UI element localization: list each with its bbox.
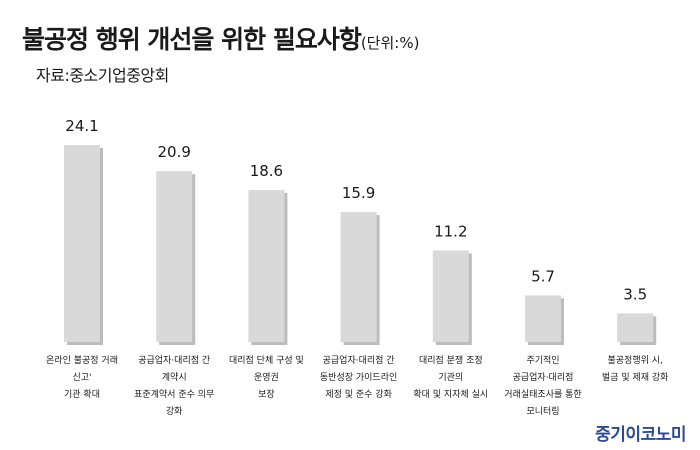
bar-value-label: 24.1	[65, 117, 98, 135]
bar-value-label: 3.5	[623, 285, 647, 303]
bar-value-label: 18.6	[250, 162, 283, 180]
category-label: 대리점 단체 구성 및	[229, 354, 304, 366]
category-label: 불공정행위 시,	[607, 354, 662, 366]
category-label: 기관 확대	[64, 388, 100, 400]
category-label: 공급업자·대리점 간	[138, 354, 210, 366]
category-label: 표준계약서 준수 의무	[134, 388, 214, 400]
bar	[248, 189, 285, 342]
chart-title-block: 불공정 행위 개선을 위한 필요사항(단위:%)	[22, 20, 419, 56]
category-label: 공급업자·대리점 간	[323, 354, 395, 366]
bar	[340, 212, 377, 342]
bar	[525, 295, 561, 342]
bar-value-label: 20.9	[157, 143, 190, 161]
category-label: 확대 및 지자체 실시	[413, 388, 488, 400]
chart-title: 불공정 행위 개선을 위한 필요사항	[22, 25, 362, 54]
category-label: 기관의	[438, 372, 463, 383]
bar-value-label: 5.7	[531, 267, 555, 285]
category-label: 대리점 분쟁 조정	[419, 354, 483, 366]
brand-logo-text: 중기이코노미	[595, 425, 686, 445]
category-label: 운영권	[254, 371, 279, 383]
category-label: 강화	[166, 406, 183, 417]
chart-source: 자료:중소기업중앙회	[36, 66, 169, 85]
category-label: 계약시	[162, 371, 187, 383]
category-label: 온라인 불공정 거래	[46, 355, 118, 366]
bar-value-label: 15.9	[342, 184, 375, 202]
category-label: 벌금 및 제재 강화	[602, 371, 669, 383]
category-label: 모니터링	[526, 405, 559, 417]
bar	[432, 250, 469, 342]
category-label: 주기적인	[526, 354, 559, 366]
chart-unit: (단위:%)	[360, 34, 420, 52]
bar	[156, 171, 193, 342]
bar-value-label: 11.2	[434, 222, 467, 240]
category-label: 동반성장 가이드라인	[320, 372, 397, 383]
category-label: 공급업자·대리점	[513, 371, 574, 383]
category-label: 제정 및 준수 강화	[325, 388, 392, 400]
bar	[617, 313, 654, 342]
category-label: 거래실태조사를 통한	[504, 389, 581, 400]
category-label: 보장	[258, 389, 275, 400]
bar	[64, 145, 100, 342]
category-label: 신고'	[72, 372, 91, 383]
